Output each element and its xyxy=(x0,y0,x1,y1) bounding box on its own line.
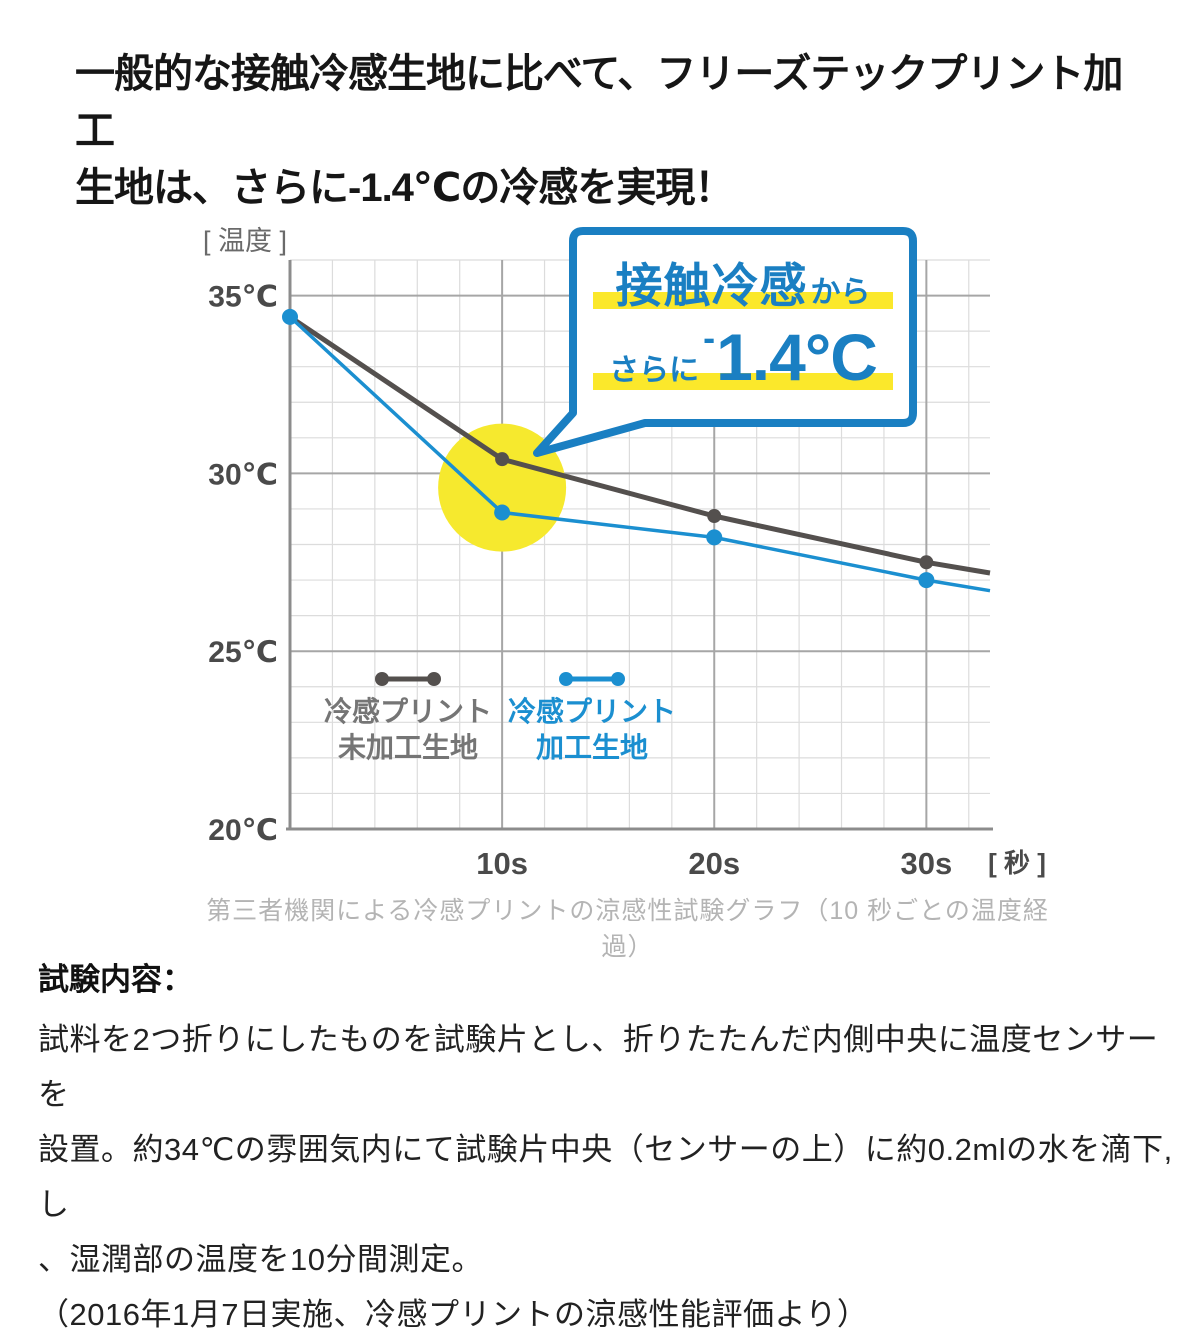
legend-label-untreated: 冷感プリント 未加工生地 xyxy=(323,696,492,763)
test-details-title: 試験内容： xyxy=(38,962,193,997)
test-details-body: 試料を2つ折りにしたものを試験片とし、折りたたんだ内側中央に温度センサーを 設置… xyxy=(38,1022,1173,1332)
series-1-marker xyxy=(282,308,298,325)
treated-line-marker-icon xyxy=(559,672,625,686)
x-tick-label: 20s xyxy=(688,846,740,881)
callout-minus-sign: - xyxy=(703,317,716,358)
test-details-section: 試験内容： 試料を2つ折りにしたものを試験片とし、折りたたんだ内側中央に温度セン… xyxy=(38,954,1178,1342)
callout-line1-suffix: から xyxy=(810,276,871,309)
y-axis-unit-label: [ 温度 ] xyxy=(203,226,287,256)
series-0-marker xyxy=(919,555,934,570)
legend-item-treated: 冷感プリント 加工生地 xyxy=(506,668,678,766)
x-tick-label: 30s xyxy=(900,846,952,881)
callout-highlight-bar-2 xyxy=(593,373,893,390)
chart-caption: 第三者機関による冷感プリントの涼感性試験グラフ（10 秒ごとの温度経過） xyxy=(206,897,1049,961)
callout-content: 接触冷感 から さらに - 1.4°C xyxy=(577,231,909,423)
y-tick-label: 35℃ xyxy=(208,281,278,314)
untreated-line-marker-icon xyxy=(375,672,441,686)
legend-item-untreated: 冷感プリント 未加工生地 xyxy=(322,668,494,766)
callout-line2-prefix: さらに xyxy=(609,354,700,387)
y-tick-label: 25℃ xyxy=(208,636,278,669)
headline: 一般的な接触冷感生地に比べて、フリーズテックプリント加工 生地は、さらに-1.4… xyxy=(75,52,1123,210)
y-tick-label: 30℃ xyxy=(208,458,278,491)
series-1-marker xyxy=(918,572,935,589)
x-tick-label: 10s xyxy=(476,846,528,881)
series-1-marker xyxy=(494,504,511,521)
y-tick-label: 20℃ xyxy=(208,814,278,847)
series-1-marker xyxy=(706,529,723,546)
page: { "headline": { "lines": ["一般的な接触冷感生地に比べ… xyxy=(38,52,1173,1332)
series-0-marker xyxy=(495,452,510,467)
callout-bubble-outline xyxy=(533,227,917,457)
series-0-marker xyxy=(707,509,722,524)
callout-highlight-bar-1 xyxy=(593,292,893,309)
callout-line1-main: 接触冷感 xyxy=(615,259,808,312)
callout-temperature-value: 1.4°C xyxy=(716,320,878,394)
legend-label-treated: 冷感プリント 加工生地 xyxy=(507,696,676,763)
x-axis-unit-label: [ 秒 ] xyxy=(988,848,1046,878)
callout-bubble xyxy=(533,227,917,457)
